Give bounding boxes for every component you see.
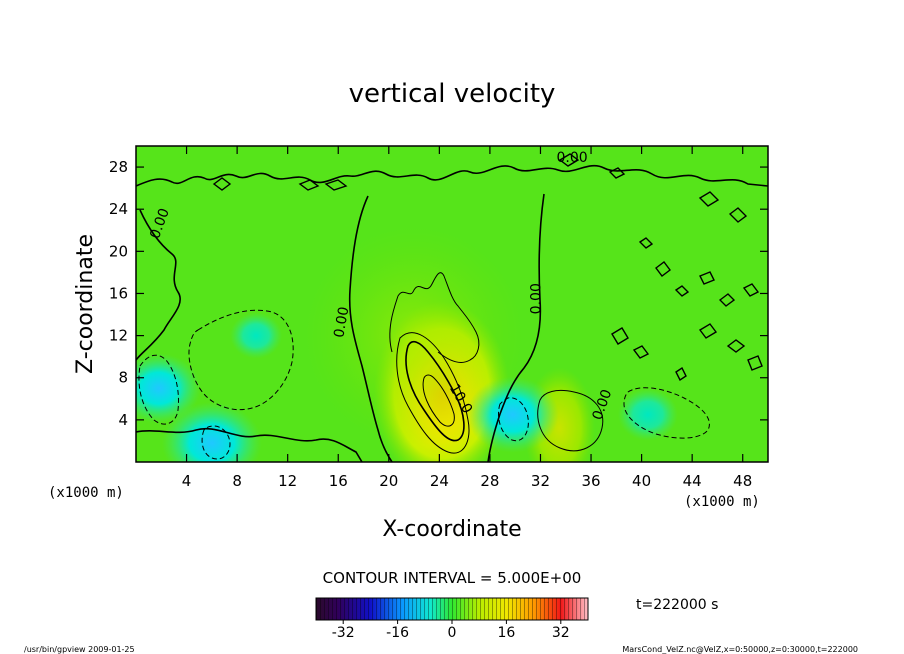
colorbar: -32 -16 0 16 32 [315, 597, 589, 641]
contour-zero-left [136, 209, 181, 361]
y-axis-label: Z-coordinate [73, 234, 98, 374]
contour-label: 0.00 [331, 306, 352, 339]
contour-zero-center [348, 195, 393, 462]
x-tick-label: 40 [632, 472, 651, 490]
downdraft-shading [161, 402, 262, 462]
colorbar-tick-label: 0 [448, 625, 457, 641]
contour-zero-top [136, 164, 768, 187]
contour-downdraft-left [138, 354, 179, 425]
contour-downdraft-center [498, 397, 529, 442]
y-axis: 4 8 12 16 20 24 28 [109, 158, 768, 429]
contour-downdraft-mid [188, 309, 294, 411]
x-axis-unit: (x1000 m) [684, 494, 760, 510]
colorbar-stripes [316, 598, 588, 620]
x-tick-label: 32 [531, 472, 550, 490]
contour-updraft-15 [422, 374, 455, 427]
y-tick-label: 20 [109, 242, 128, 260]
colorbar-ticks: -32 -16 0 16 32 [332, 620, 570, 641]
x-axis: 4 8 12 16 20 24 28 32 36 40 44 48 [182, 146, 752, 490]
x-tick-label: 28 [480, 472, 499, 490]
x-tick-label: 44 [683, 472, 702, 490]
contour-lines [136, 153, 768, 462]
contour-label: 0.00 [528, 283, 544, 314]
x-tick-label: 16 [329, 472, 348, 490]
x-axis-label: X-coordinate [382, 517, 521, 542]
colorbar-tick-label: -32 [332, 625, 355, 641]
downdraft-shading [230, 312, 283, 359]
contour-updraft-10 [405, 340, 465, 442]
contour-patches-top [212, 153, 748, 249]
y-tick-label: 8 [118, 369, 128, 387]
y-tick-label: 4 [118, 411, 128, 429]
y-tick-label: 16 [109, 284, 128, 302]
colorbar-tick-label: 32 [552, 625, 570, 641]
contour-updraft-5 [396, 332, 470, 454]
colorbar-tick-label: -16 [386, 625, 409, 641]
y-axis-unit: (x1000 m) [48, 485, 124, 501]
x-tick-label: 24 [430, 472, 449, 490]
contour-updraft-plume [389, 272, 480, 363]
footer-left: /usr/bin/gpview 2009-01-25 [24, 645, 135, 654]
contour-updraft-right [537, 389, 604, 452]
plot-frame [135, 145, 769, 463]
downdraft-shading [136, 353, 201, 424]
footer-right: MarsCond_VelZ.nc@VelZ,x=0:50000,z=0:3000… [622, 645, 858, 654]
chart-title: vertical velocity [349, 79, 556, 109]
downdraft-shading [617, 388, 678, 441]
x-tick-label: 36 [581, 472, 600, 490]
x-tick-label: 48 [733, 472, 752, 490]
field-shading [136, 225, 678, 462]
contour-patches-right [611, 261, 763, 382]
x-tick-label: 8 [232, 472, 242, 490]
y-tick-label: 12 [109, 327, 128, 345]
contour-zero-center-right [487, 193, 545, 462]
contour-interval: CONTOUR INTERVAL = 5.000E+00 [323, 569, 582, 587]
contour-label: 0.00 [556, 150, 587, 166]
contour-zero-lowleft [136, 427, 363, 462]
contour-downdraft-bottom [201, 425, 231, 460]
colorbar-tick-label: 16 [497, 625, 515, 641]
time-label: t=222000 s [636, 597, 718, 613]
x-tick-label: 4 [182, 472, 192, 490]
contour-downdraft-right [623, 387, 710, 439]
x-tick-label: 12 [278, 472, 297, 490]
plume-shading [304, 225, 525, 446]
y-tick-label: 24 [109, 200, 128, 218]
y-tick-label: 28 [109, 158, 128, 176]
x-tick-label: 20 [379, 472, 398, 490]
